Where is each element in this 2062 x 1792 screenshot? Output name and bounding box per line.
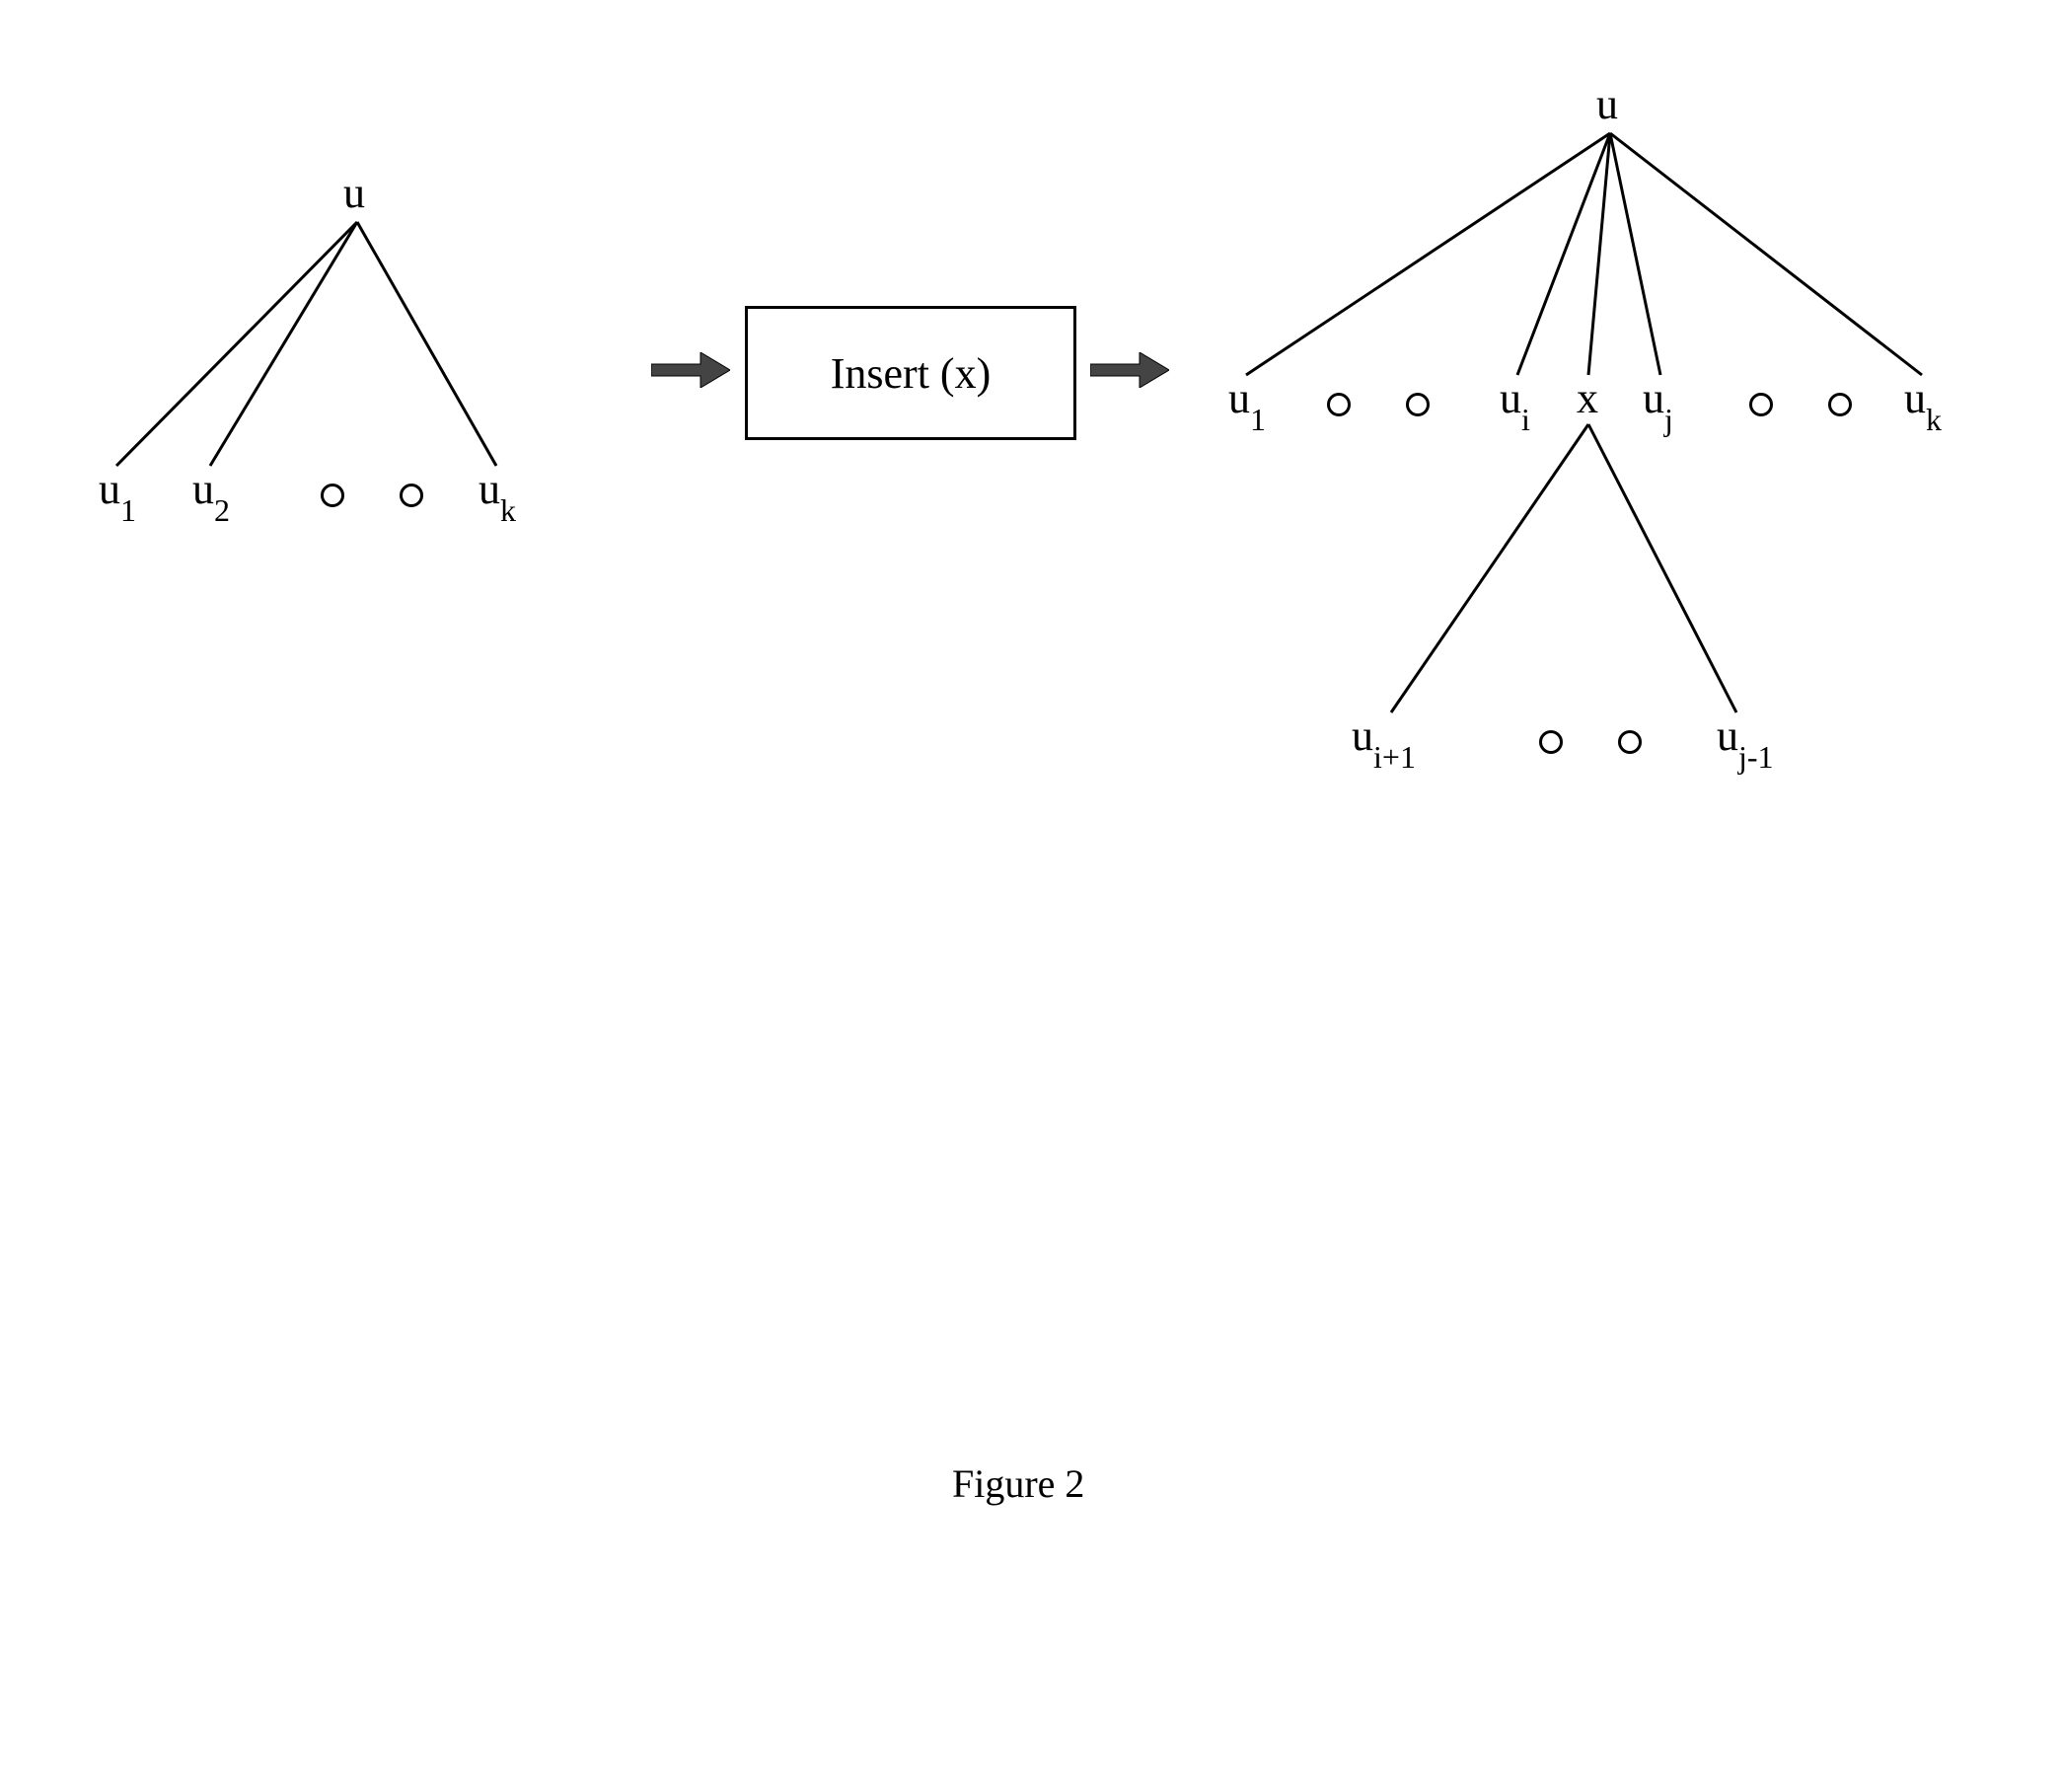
edge: [1588, 133, 1610, 375]
ellipsis-dot: [1327, 393, 1351, 416]
left-root: u: [343, 168, 365, 218]
right-root: u: [1596, 79, 1618, 129]
figure-caption: Figure 2: [952, 1460, 1084, 1507]
ellipsis-dot: [1749, 393, 1773, 416]
ellipsis-dot: [321, 484, 344, 507]
left-child-u2: u2: [192, 464, 230, 521]
node-sub: k: [500, 492, 516, 528]
node-base: u: [99, 465, 120, 513]
box-label: Insert (x): [831, 348, 992, 399]
node-sub: i: [1521, 402, 1530, 437]
node-base: u: [1228, 374, 1250, 422]
node-base: u: [1904, 374, 1926, 422]
right-child-x: x: [1577, 373, 1598, 423]
ellipsis-dot: [1539, 730, 1563, 754]
edge: [116, 222, 357, 466]
node-sub: 1: [1250, 402, 1266, 437]
node-base: u: [1717, 711, 1738, 760]
insert-box: Insert (x): [745, 306, 1076, 440]
node-sub: 2: [214, 492, 230, 528]
node-base: u: [1500, 374, 1521, 422]
edge: [1517, 133, 1610, 375]
node-sub: k: [1926, 402, 1942, 437]
edge: [1246, 133, 1610, 375]
node-sub: j: [1664, 402, 1673, 437]
arrow-left-icon: [651, 352, 730, 388]
ellipsis-dot: [1618, 730, 1642, 754]
right-child-uk: uk: [1904, 373, 1942, 430]
edge: [210, 222, 357, 466]
node-sub: 1: [120, 492, 136, 528]
right-grandchild-uj1: uj-1: [1717, 710, 1774, 768]
left-child-u1: u1: [99, 464, 136, 521]
node-base: u: [479, 465, 500, 513]
ellipsis-dot: [400, 484, 423, 507]
edge: [1391, 424, 1588, 712]
arrow-right-icon: [1090, 352, 1169, 388]
ellipsis-dot: [1828, 393, 1852, 416]
edge: [1610, 133, 1922, 375]
node-base: u: [1352, 711, 1373, 760]
right-child-u1: u1: [1228, 373, 1266, 430]
node-sub: i+1: [1373, 739, 1416, 775]
right-grandchild-ui1: ui+1: [1352, 710, 1416, 768]
edge: [357, 222, 496, 466]
edge: [1588, 424, 1736, 712]
right-child-ui: ui: [1500, 373, 1530, 430]
edge: [1610, 133, 1660, 375]
node-sub: j-1: [1738, 739, 1774, 775]
node-base: u: [192, 465, 214, 513]
tree-edges: [0, 0, 2062, 1792]
node-base: u: [1643, 374, 1664, 422]
right-child-uj: uj: [1643, 373, 1673, 430]
diagram-canvas: u u1 u2 uk Insert (x) u u1 ui x uj uk ui…: [0, 0, 2062, 1792]
left-child-uk: uk: [479, 464, 516, 521]
ellipsis-dot: [1406, 393, 1430, 416]
